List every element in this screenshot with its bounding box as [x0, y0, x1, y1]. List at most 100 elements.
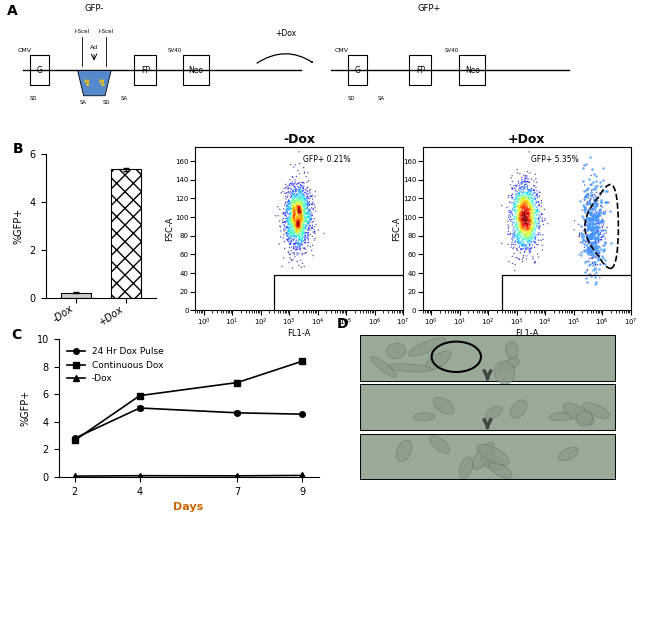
Point	[508, 204, 518, 214]
Point	[524, 245, 534, 255]
Point	[305, 214, 315, 224]
Point	[528, 218, 538, 228]
Point	[309, 227, 320, 237]
Point	[509, 180, 519, 191]
Point	[506, 208, 516, 218]
Point	[586, 216, 597, 226]
Point	[299, 206, 309, 216]
Point	[293, 207, 304, 218]
Point	[507, 177, 517, 187]
Point	[585, 230, 595, 240]
Point	[515, 194, 525, 204]
Point	[294, 234, 304, 244]
Point	[511, 196, 521, 207]
Point	[515, 223, 526, 234]
Point	[292, 189, 303, 200]
Point	[523, 227, 534, 237]
Point	[532, 197, 542, 207]
Point	[532, 205, 543, 215]
Point	[588, 194, 599, 204]
Point	[283, 223, 293, 234]
Point	[295, 244, 306, 254]
Point	[518, 244, 528, 254]
Point	[519, 226, 529, 236]
Point	[590, 237, 600, 248]
Point	[515, 217, 525, 227]
Point	[289, 212, 299, 223]
Point	[533, 214, 543, 224]
Point	[293, 217, 304, 227]
Point	[514, 254, 524, 264]
Point	[523, 229, 534, 239]
Point	[599, 228, 610, 239]
Point	[590, 219, 601, 229]
Point	[519, 193, 530, 203]
Point	[296, 237, 307, 248]
Point	[519, 179, 530, 189]
Point	[304, 191, 314, 202]
Point	[283, 234, 293, 244]
Point	[285, 225, 295, 235]
Point	[515, 216, 525, 226]
Point	[585, 207, 595, 218]
Point	[286, 213, 296, 223]
Point	[520, 243, 530, 253]
Point	[508, 192, 518, 202]
Point	[528, 204, 538, 214]
Point	[293, 229, 304, 239]
Point	[521, 233, 532, 243]
Point	[569, 225, 579, 235]
Point	[588, 219, 598, 229]
Point	[289, 204, 299, 214]
Point	[519, 203, 529, 213]
Point	[588, 184, 598, 195]
Point	[594, 250, 604, 260]
Point	[309, 213, 320, 223]
Point	[583, 256, 593, 266]
Point	[285, 214, 296, 225]
Point	[288, 248, 298, 258]
Point	[597, 232, 608, 242]
Point	[515, 216, 526, 227]
Point	[292, 238, 303, 248]
Point	[533, 213, 543, 223]
Point	[291, 243, 302, 253]
Point	[298, 215, 308, 225]
Point	[289, 209, 300, 219]
Point	[523, 197, 533, 207]
Point	[296, 214, 306, 225]
Point	[581, 245, 592, 255]
Point	[306, 221, 316, 231]
Point	[300, 216, 310, 226]
Point	[506, 234, 517, 244]
Point	[303, 231, 313, 241]
Point	[517, 215, 527, 225]
Point	[581, 215, 592, 225]
Point	[293, 197, 304, 207]
Point	[530, 234, 541, 244]
Point	[296, 234, 306, 244]
Point	[289, 191, 299, 201]
Point	[583, 221, 593, 232]
Point	[285, 178, 296, 188]
Point	[289, 220, 299, 230]
Polygon shape	[77, 70, 111, 96]
Point	[291, 213, 302, 223]
Point	[300, 209, 310, 220]
Point	[284, 220, 294, 230]
Point	[288, 212, 298, 223]
Point	[287, 230, 297, 240]
Point	[287, 219, 298, 229]
Point	[291, 223, 302, 233]
Point	[511, 220, 521, 230]
Point	[294, 223, 304, 233]
Point	[292, 230, 302, 240]
Point	[291, 203, 302, 213]
Point	[281, 234, 292, 244]
Point	[582, 197, 593, 207]
Point	[300, 204, 310, 214]
Point	[516, 191, 526, 201]
Text: CMV: CMV	[18, 48, 31, 53]
Point	[584, 244, 595, 255]
Point	[289, 205, 299, 215]
